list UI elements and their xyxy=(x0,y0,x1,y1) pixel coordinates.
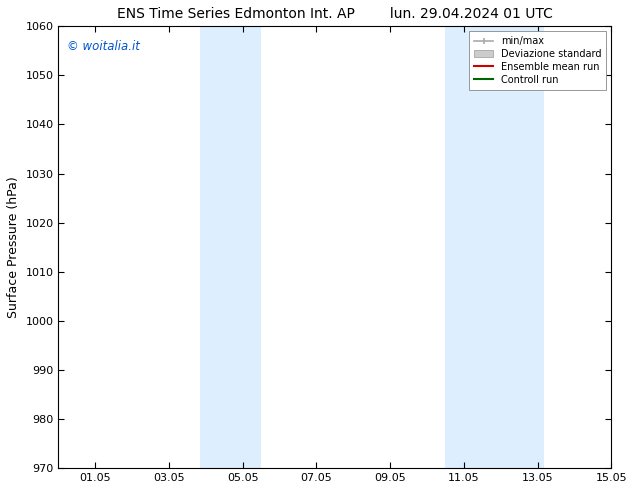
Y-axis label: Surface Pressure (hPa): Surface Pressure (hPa) xyxy=(7,176,20,318)
Title: ENS Time Series Edmonton Int. AP        lun. 29.04.2024 01 UTC: ENS Time Series Edmonton Int. AP lun. 29… xyxy=(117,7,553,21)
Text: © woitalia.it: © woitalia.it xyxy=(67,40,139,52)
Bar xyxy=(200,26,261,468)
Bar xyxy=(446,26,544,468)
Legend: min/max, Deviazione standard, Ensemble mean run, Controll run: min/max, Deviazione standard, Ensemble m… xyxy=(469,31,606,90)
